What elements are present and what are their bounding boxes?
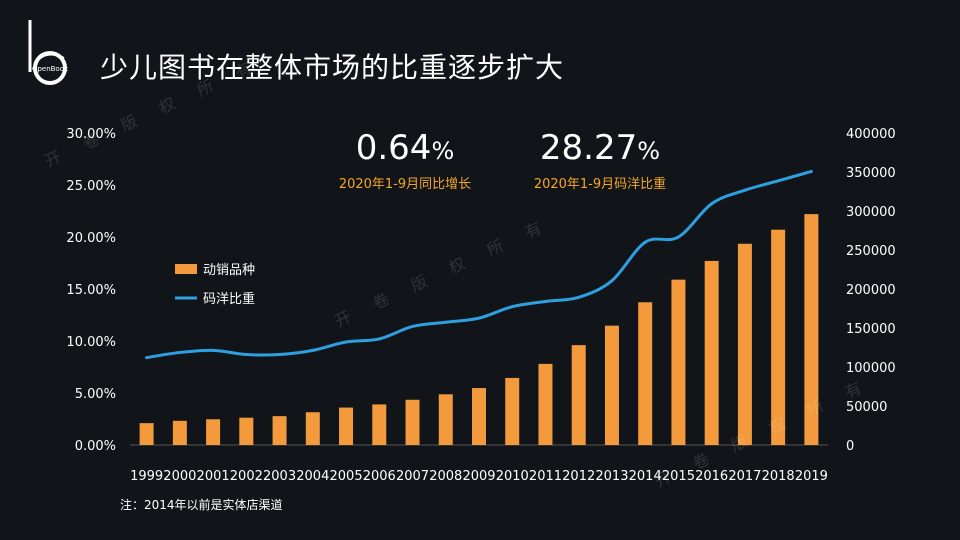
- x-tick-label: 2008: [429, 469, 462, 484]
- line-point: [577, 295, 581, 299]
- y-left-tick-label: 5.00%: [75, 387, 116, 402]
- bar: [671, 279, 686, 445]
- bar: [604, 325, 619, 445]
- stat-caption: 2020年1-9月同比增长: [338, 177, 472, 192]
- bar: [571, 345, 586, 445]
- bar: [206, 419, 221, 445]
- y-left-tick-label: 20.00%: [66, 231, 116, 246]
- line-point: [344, 340, 348, 344]
- line-point: [543, 299, 547, 303]
- x-tick-label: 2019: [795, 469, 828, 484]
- x-tick-label: 2014: [629, 469, 662, 484]
- bar: [272, 416, 287, 445]
- bar: [305, 412, 320, 445]
- line-point: [510, 305, 514, 309]
- line-point: [377, 337, 381, 341]
- stat-caption: 2020年1-9月码洋比重: [533, 177, 667, 192]
- line-point: [676, 235, 680, 239]
- x-tick-label: 2010: [496, 469, 529, 484]
- stat-value: 28.27: [539, 128, 638, 168]
- line-point: [178, 350, 182, 354]
- y-right-tick-label: 0: [846, 439, 854, 454]
- line-point: [643, 240, 647, 244]
- bar: [704, 260, 719, 445]
- y-right-tick-label: 50000: [846, 400, 887, 415]
- footnote: 注：2014年以前是实体店渠道: [120, 498, 283, 512]
- bar: [472, 388, 486, 445]
- y-right-tick-label: 250000: [846, 244, 896, 259]
- stat-unit: %: [637, 137, 661, 165]
- bar: [505, 377, 520, 445]
- bar: [172, 420, 187, 445]
- x-tick-label: 2012: [562, 469, 595, 484]
- bar: [538, 363, 553, 445]
- bar: [438, 394, 453, 445]
- stat-unit: %: [431, 137, 455, 165]
- y-right-tick-label: 100000: [846, 361, 896, 376]
- x-tick-label: 2011: [529, 469, 562, 484]
- line-point: [776, 179, 780, 183]
- x-tick-label: 2013: [595, 469, 628, 484]
- line-point: [244, 353, 248, 357]
- line-point: [610, 279, 614, 283]
- y-right-tick-label: 200000: [846, 283, 896, 298]
- bar: [405, 399, 420, 445]
- x-tick-label: 1999: [130, 469, 163, 484]
- bar: [239, 417, 254, 445]
- x-tick-label: 2017: [728, 469, 761, 484]
- bar: [638, 302, 653, 445]
- line-point: [145, 356, 149, 360]
- line-point: [444, 320, 448, 324]
- bar: [804, 214, 819, 445]
- x-tick-label: 2015: [662, 469, 695, 484]
- line-point: [211, 348, 215, 352]
- x-tick-label: 2004: [296, 469, 329, 484]
- x-tick-label: 2002: [230, 469, 263, 484]
- x-tick-label: 2001: [197, 469, 230, 484]
- legend-label: 动销品种: [203, 263, 255, 278]
- x-tick-label: 2009: [462, 469, 495, 484]
- line-point: [311, 348, 315, 352]
- bar: [771, 229, 786, 445]
- y-left-tick-label: 0.00%: [75, 439, 116, 454]
- y-right-tick-label: 350000: [846, 166, 896, 181]
- y-right-tick-label: 300000: [846, 205, 896, 220]
- bar: [372, 404, 387, 445]
- stat-yoy-growth: 0.64% 2020年1-9月同比增长: [330, 128, 480, 192]
- line-point: [411, 324, 415, 328]
- stat-share: 28.27% 2020年1-9月码洋比重: [520, 128, 680, 192]
- page-title: 少儿图书在整体市场的比重逐步扩大: [100, 51, 565, 84]
- x-tick-label: 2003: [263, 469, 296, 484]
- legend-label: 码洋比重: [203, 291, 255, 307]
- x-tick-label: 2018: [762, 469, 795, 484]
- y-right-tick-label: 400000: [846, 127, 896, 142]
- logo-text: OpenBook: [32, 65, 69, 73]
- y-left-tick-label: 10.00%: [66, 335, 116, 350]
- y-left-tick-label: 25.00%: [66, 179, 116, 194]
- bar: [339, 407, 354, 445]
- line-point: [809, 169, 813, 173]
- openbook-logo: OpenBook: [28, 20, 69, 85]
- x-tick-label: 2007: [396, 469, 429, 484]
- stat-value: 0.64: [355, 128, 432, 168]
- line-point: [477, 316, 481, 320]
- y-right-tick-label: 150000: [846, 322, 896, 337]
- x-tick-label: 2016: [695, 469, 728, 484]
- bar: [737, 243, 752, 445]
- line-point: [710, 202, 714, 206]
- x-tick-label: 2000: [163, 469, 196, 484]
- line-point: [278, 353, 282, 357]
- x-tick-label: 2005: [330, 469, 363, 484]
- bar: [139, 423, 154, 445]
- x-tick-label: 2006: [363, 469, 396, 484]
- y-left-tick-label: 15.00%: [66, 283, 116, 298]
- line-point: [743, 188, 747, 192]
- y-left-tick-label: 30.00%: [66, 127, 116, 142]
- legend-swatch-bar: [175, 264, 197, 274]
